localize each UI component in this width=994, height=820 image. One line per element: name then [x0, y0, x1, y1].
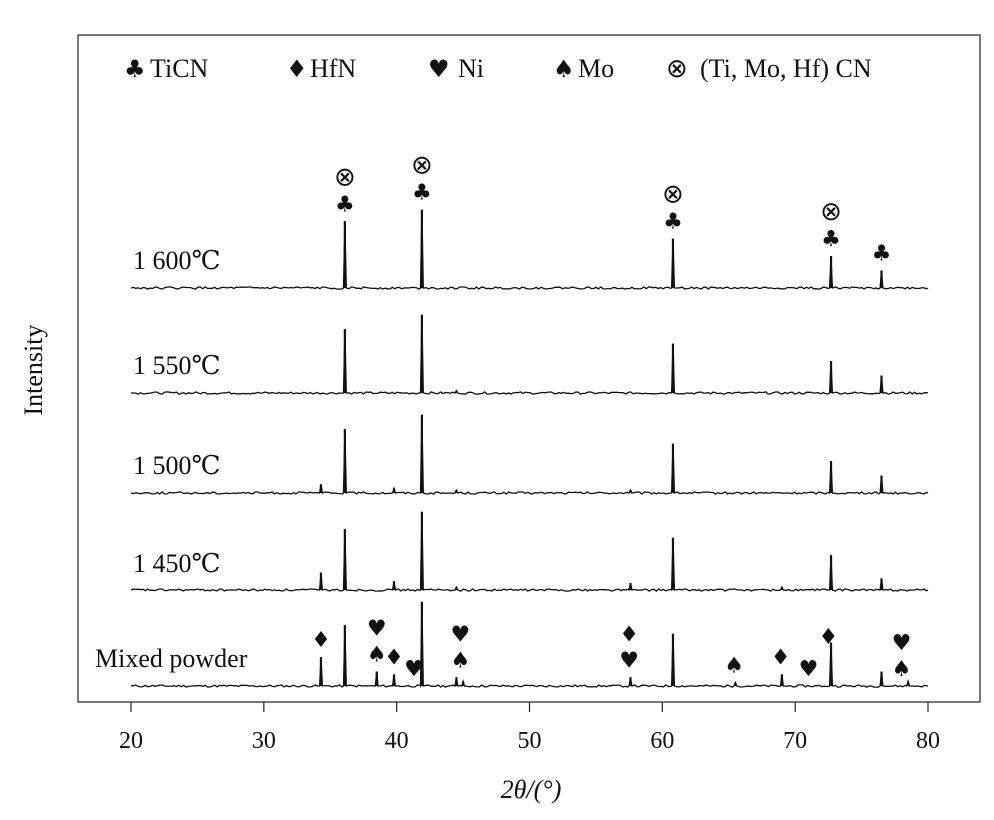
phase-marker: ♦: [619, 622, 639, 647]
series-1: 1 450℃: [130, 511, 929, 592]
x-tick-label: 40: [385, 728, 409, 754]
y-axis-label: Intensity: [19, 325, 48, 416]
series-label: 1 500℃: [133, 451, 221, 480]
legend-symbol-ticn: ♣: [124, 55, 146, 83]
legend-symbol-solid-solution: ⊗: [666, 54, 688, 84]
phase-marker: ♣: [412, 181, 432, 206]
phase-marker: ♥: [892, 631, 912, 656]
series-label: Mixed powder: [95, 644, 248, 673]
solid-solution-marker: ⊗: [820, 197, 842, 227]
legend-label-solid-solution: (Ti, Mo, Hf) CN: [700, 54, 872, 83]
x-tick-label: 20: [119, 728, 143, 754]
phase-marker: ♣: [821, 227, 841, 252]
phase-marker: ♥: [451, 622, 471, 647]
series-line: [130, 414, 929, 495]
legend-label-ni: Ni: [458, 54, 484, 83]
legend: ♣ TiCN ♦ HfN ♥ Ni ♠ Mo ⊗ (Ti, Mo, Hf) CN: [124, 54, 872, 84]
x-tick-label: 50: [518, 728, 542, 754]
series-label: 1 550℃: [133, 351, 221, 380]
series-line: [131, 314, 929, 395]
phase-marker: ♦: [311, 628, 331, 653]
peak-annotations: ♣⊗♣⊗♣⊗♣⊗♣♦♠♥♦ ♥ ♠♥♥♦♠ ♦ ♥♦♠♥: [311, 151, 911, 682]
series-2: 1 500℃: [130, 414, 929, 495]
legend-symbol-hfn: ♦: [286, 55, 308, 83]
series-0: Mixed powder: [95, 601, 929, 689]
phase-marker: ♠: [892, 657, 912, 682]
series-line: [130, 601, 929, 689]
legend-label-mo: Mo: [578, 54, 614, 83]
legend-label-hfn: HfN: [310, 54, 356, 83]
series-3: 1 550℃: [131, 314, 929, 395]
legend-symbol-mo: ♠: [553, 55, 575, 83]
phase-marker: ♠: [451, 648, 471, 673]
phase-marker: ♠: [367, 643, 387, 668]
series-layer: Mixed powder 1 450℃ 1 500℃ 1 550℃ 1 600℃: [95, 209, 929, 689]
solid-solution-marker: ⊗: [334, 162, 356, 192]
phase-marker: ♥: [619, 648, 639, 673]
phase-marker: ♠: [724, 654, 744, 679]
x-tick-label: 30: [252, 728, 276, 754]
phase-marker: ♦: [771, 645, 791, 670]
x-tick-label: 70: [783, 728, 807, 754]
phase-marker: ♥: [404, 657, 424, 682]
series-line: [130, 511, 929, 592]
phase-marker: ♦: [819, 625, 839, 650]
solid-solution-marker: ⊗: [411, 151, 433, 181]
series-label: 1 600℃: [133, 246, 221, 275]
phase-marker: ♣: [663, 210, 683, 235]
x-axis-label: 2θ/(°): [501, 775, 562, 804]
phase-marker: ♦: [384, 645, 404, 670]
x-tick-label: 60: [650, 728, 674, 754]
phase-marker: ♥: [367, 617, 387, 642]
phase-marker: ♥: [799, 657, 819, 682]
legend-label-ticn: TiCN: [150, 54, 209, 83]
x-axis: 20 30 40 50 60 70 80: [119, 702, 940, 754]
series-line: [130, 209, 929, 290]
x-tick-label: 80: [916, 728, 940, 754]
legend-symbol-ni: ♥: [428, 55, 450, 83]
phase-marker: ♣: [872, 242, 892, 267]
solid-solution-marker: ⊗: [662, 180, 684, 210]
phase-marker: ♣: [335, 192, 355, 217]
series-label: 1 450℃: [133, 549, 221, 578]
series-4: 1 600℃: [130, 209, 929, 290]
